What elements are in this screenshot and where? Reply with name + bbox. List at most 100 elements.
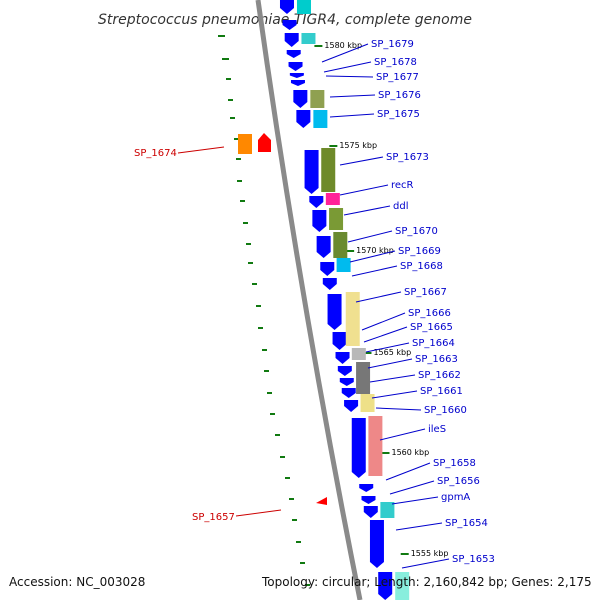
category-block — [329, 208, 344, 230]
gene-label: SP_1667 — [404, 287, 447, 298]
category-block — [325, 193, 340, 205]
label-leader — [177, 146, 225, 154]
tick-mark — [218, 35, 225, 37]
scale-tick — [400, 553, 409, 555]
scale-tick — [314, 45, 323, 47]
cds-arrow — [290, 80, 305, 86]
gene-label: SP_1670 — [395, 226, 438, 237]
label-leader — [363, 326, 408, 343]
tick-mark — [240, 200, 245, 202]
cds-arrow — [309, 196, 324, 208]
tick-mark — [228, 99, 233, 101]
genome-backbone — [255, 0, 363, 600]
tick-mark — [264, 370, 269, 372]
scale-label: 1570 kbp — [356, 246, 394, 255]
tick-marks — [218, 35, 409, 586]
scale-tick — [363, 352, 372, 354]
scale-label: 1555 kbp — [411, 549, 449, 558]
gene-label: SP_1664 — [412, 338, 455, 349]
cds-arrow — [335, 352, 350, 364]
category-block — [336, 258, 351, 272]
tick-mark — [296, 541, 301, 543]
category-block — [368, 416, 383, 476]
gene-label: SP_1669 — [398, 246, 441, 257]
label-leader — [321, 43, 369, 63]
tick-mark — [234, 138, 239, 140]
tick-mark — [236, 158, 241, 160]
cds-arrow — [284, 33, 299, 47]
cds-arrow — [332, 332, 347, 350]
gene-label: SP_1658 — [433, 458, 476, 469]
label-leader — [385, 462, 431, 481]
category-block — [310, 90, 325, 108]
tick-mark — [267, 392, 272, 394]
category-block — [380, 502, 395, 518]
gene-label: SP_1663 — [415, 354, 458, 365]
cds-arrow — [339, 378, 354, 386]
label-leader — [395, 522, 443, 531]
scale-tick — [329, 145, 338, 147]
tick-mark — [305, 584, 310, 586]
category-block — [333, 232, 348, 258]
cds-arrow — [361, 496, 376, 504]
gene-label: SP_1675 — [377, 109, 420, 120]
tick-mark — [230, 117, 235, 119]
tick-mark — [237, 180, 242, 182]
cds-arrow — [327, 294, 342, 330]
gene-label: SP_1673 — [386, 152, 429, 163]
cds-arrow — [320, 262, 335, 276]
cds-arrow — [304, 150, 319, 194]
cds-arrow — [279, 0, 294, 14]
gene-label: SP_1679 — [371, 39, 414, 50]
tick-mark — [270, 413, 275, 415]
tick-mark — [280, 456, 285, 458]
label-leader — [343, 205, 391, 216]
tick-mark — [222, 58, 229, 60]
cds-arrow — [337, 366, 352, 376]
category-block — [301, 33, 316, 44]
cds-arrow — [344, 400, 359, 412]
tick-mark — [256, 305, 261, 307]
label-leader — [367, 358, 413, 369]
orange-feature — [238, 134, 252, 154]
cds-arrow — [289, 73, 304, 78]
gene-label: SP_1678 — [374, 57, 417, 68]
tick-mark — [289, 498, 294, 500]
scale-label: 1575 kbp — [339, 141, 377, 150]
label-leader — [369, 374, 416, 383]
label-leader — [323, 61, 372, 73]
label-leader — [347, 230, 393, 243]
tick-mark — [246, 243, 251, 245]
label-leader — [375, 407, 422, 411]
cds-arrow — [296, 110, 311, 128]
cds-arrow — [359, 484, 374, 492]
gene-label: ddl — [393, 201, 408, 212]
tick-mark — [243, 222, 248, 224]
tick-mark — [300, 562, 305, 564]
cds-arrow — [363, 506, 378, 518]
category-block — [296, 0, 311, 14]
category-block — [321, 148, 336, 192]
gene-label: SP_1674 — [134, 148, 177, 159]
gene-label: SP_1665 — [410, 322, 453, 333]
gene-label: SP_1654 — [445, 518, 488, 529]
label-leader — [355, 291, 402, 303]
cds-arrow — [312, 210, 327, 232]
category-block — [395, 572, 410, 600]
cds-arrow — [282, 20, 297, 30]
label-leader — [361, 312, 406, 331]
scale-labels: 1580 kbp 1575 kbp 1570 kbp 1565 kbp 1560 kbp… — [324, 41, 448, 558]
tick-mark — [248, 262, 253, 264]
accession-text: Accession: NC_003028 — [9, 575, 145, 589]
red-small-arrow — [316, 497, 327, 505]
gene-label: SP_1666 — [408, 308, 451, 319]
gene-features — [238, 0, 410, 600]
category-block — [345, 292, 360, 346]
label-leader — [391, 496, 439, 505]
category-block — [356, 362, 371, 394]
red-arrow-feature — [258, 133, 271, 152]
label-leader — [389, 480, 435, 495]
label-leader — [371, 390, 418, 399]
scale-label: 1580 kbp — [324, 41, 362, 50]
label-leader — [235, 509, 282, 517]
